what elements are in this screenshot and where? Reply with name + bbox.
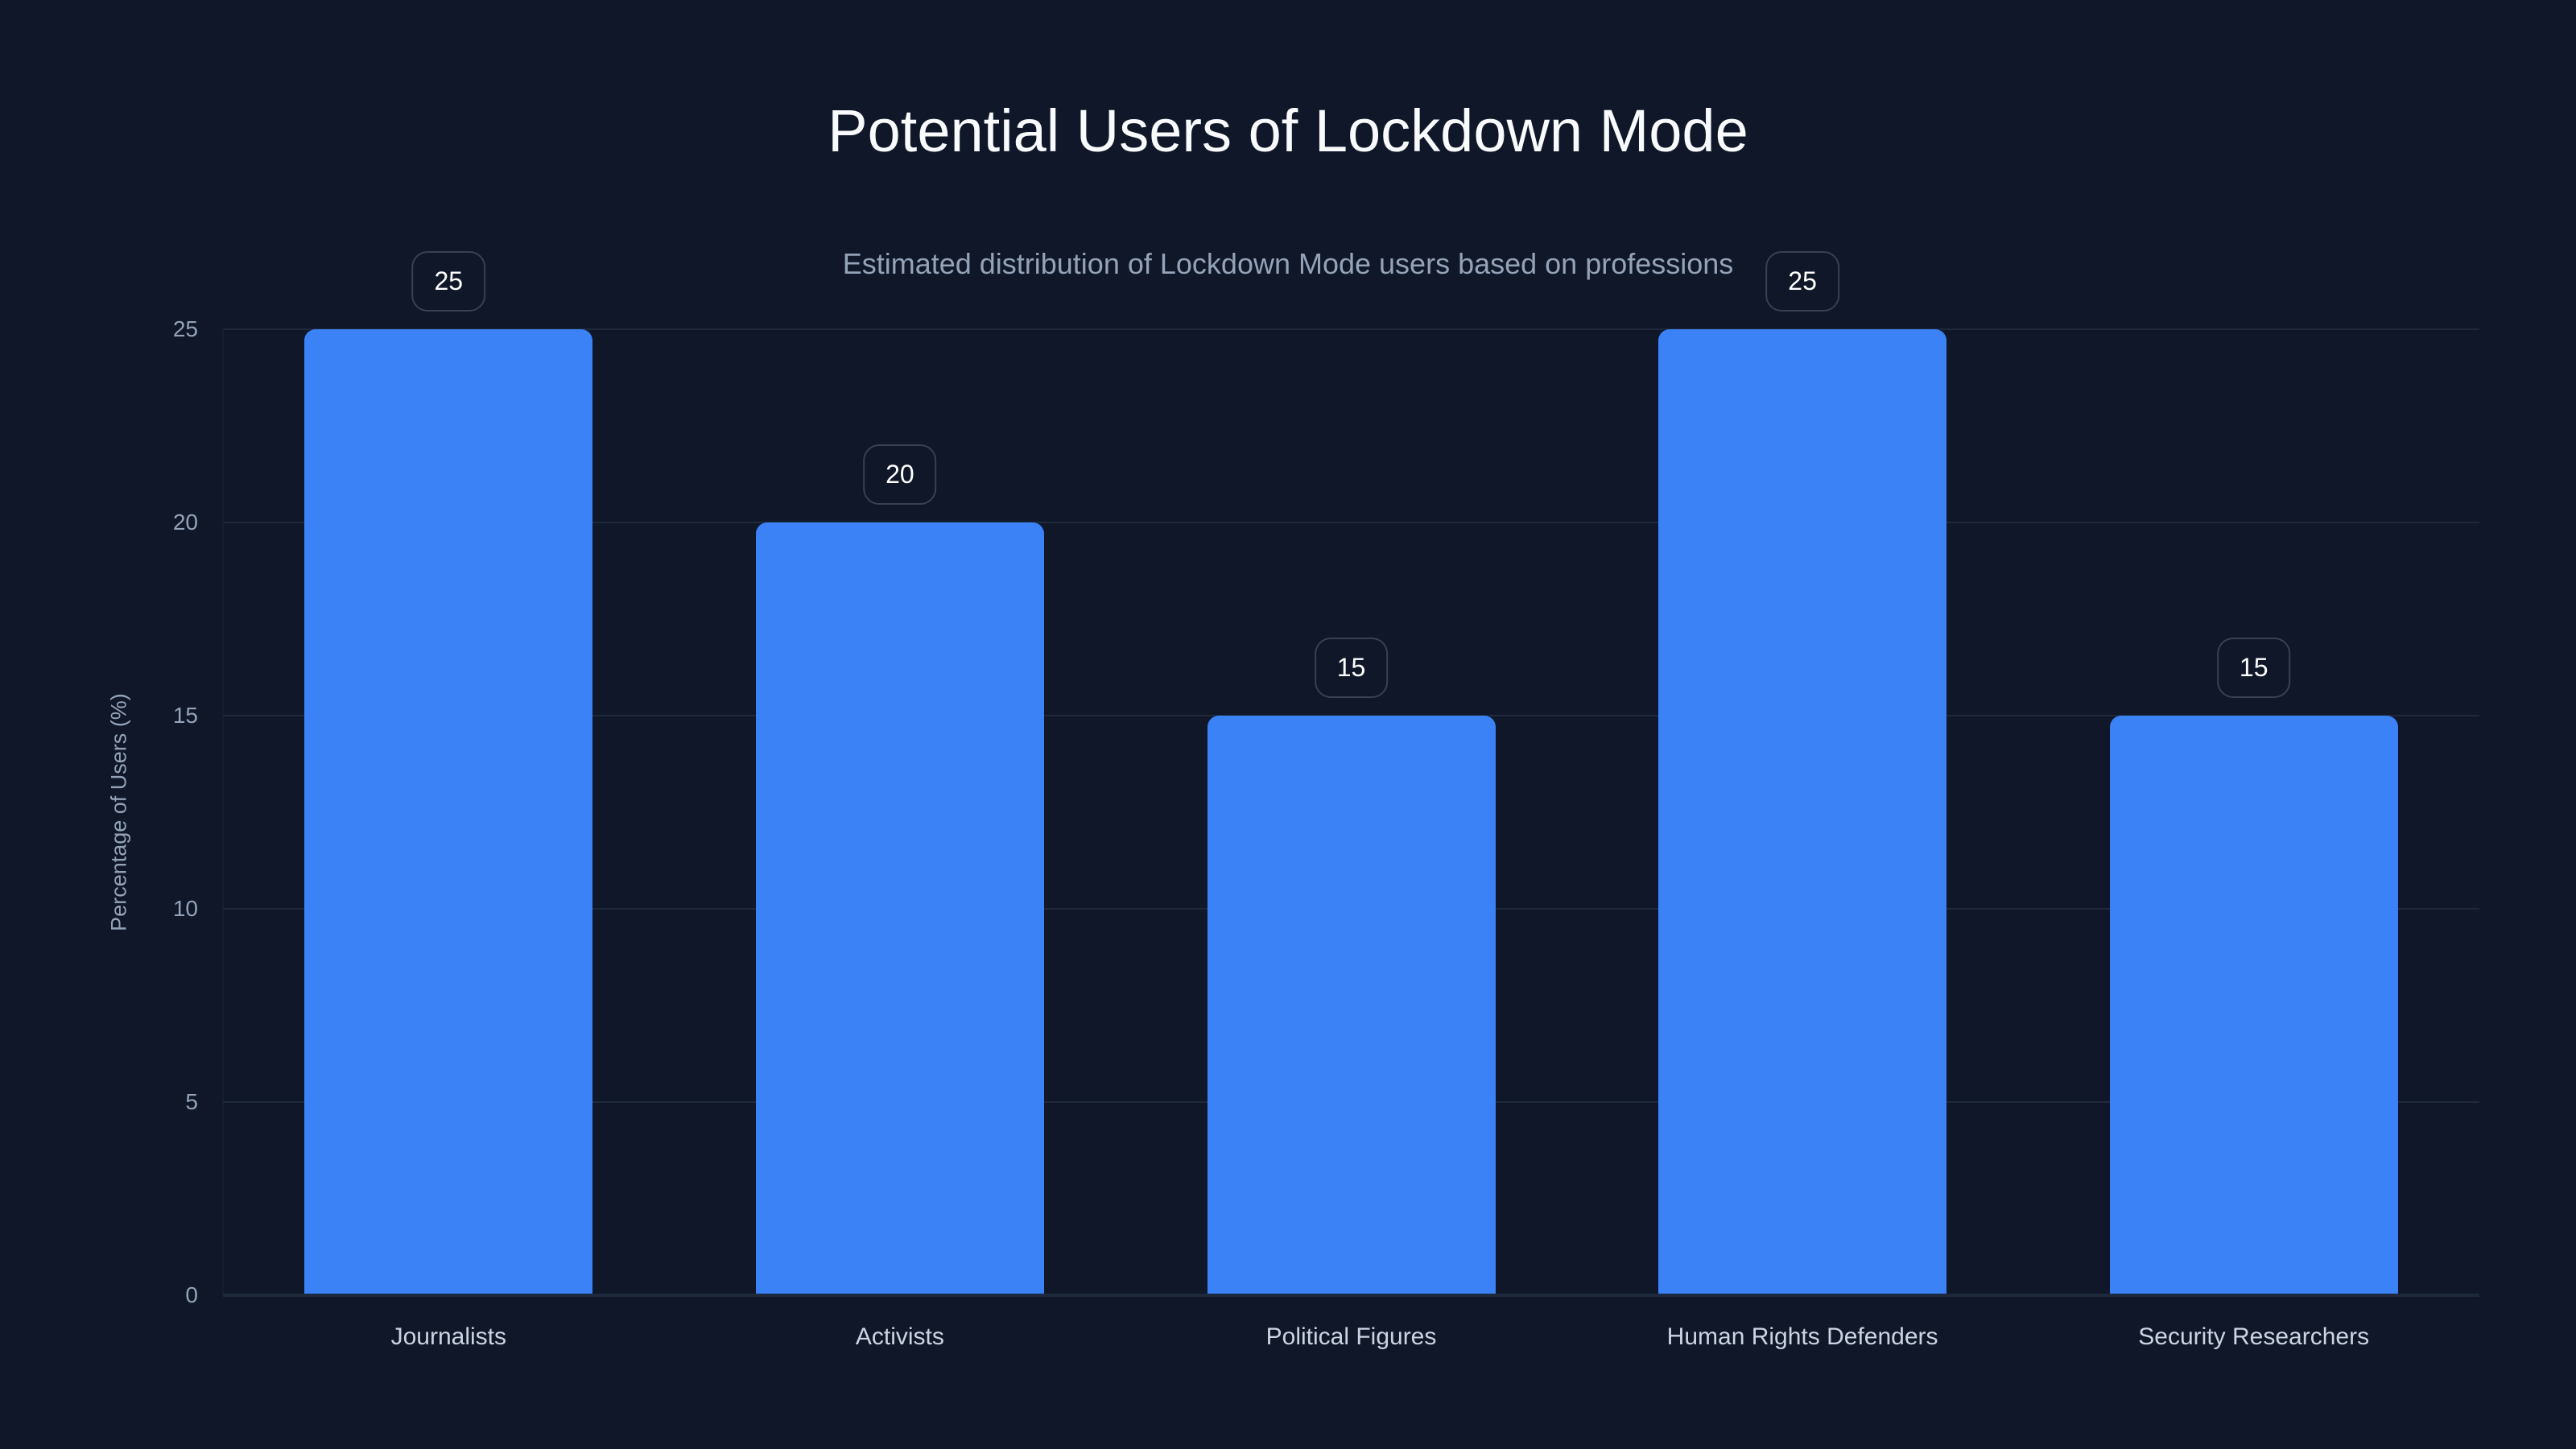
value-label: 15 <box>2216 638 2291 698</box>
x-axis-label: Human Rights Defenders <box>1666 1323 1938 1350</box>
y-tick: 0 <box>185 1282 198 1307</box>
y-tick: 20 <box>172 510 198 535</box>
y-axis-line <box>222 329 224 1295</box>
y-tick: 25 <box>172 316 198 341</box>
x-axis-baseline <box>223 1294 2479 1297</box>
plot-area: 25 20 15 25 15 <box>222 251 2479 1297</box>
bar-political-figures[interactable] <box>1207 716 1496 1295</box>
y-axis-ticks: 0 5 10 15 20 25 <box>0 316 198 1307</box>
bar-human-rights-defenders[interactable] <box>1658 329 1947 1295</box>
y-tick: 10 <box>172 896 198 921</box>
value-label: 20 <box>863 444 937 505</box>
chart-title: Potential Users of Lockdown Mode <box>828 97 1748 164</box>
bar-security-researchers[interactable] <box>2109 716 2398 1295</box>
x-axis-label: Security Researchers <box>2138 1323 2370 1350</box>
x-axis-label: Activists <box>855 1323 944 1350</box>
bar-activists[interactable] <box>755 522 1044 1295</box>
value-label: 15 <box>1314 638 1389 698</box>
x-axis-label: Political Figures <box>1265 1323 1437 1350</box>
bar-journalists[interactable] <box>304 329 593 1295</box>
y-tick: 5 <box>185 1089 198 1114</box>
value-label: 25 <box>1765 251 1839 312</box>
value-label: 25 <box>411 251 486 312</box>
x-axis-label: Journalists <box>390 1323 506 1350</box>
chart-subtitle: Estimated distribution of Lockdown Mode … <box>842 247 1734 280</box>
y-tick: 15 <box>172 703 198 728</box>
gridline <box>223 328 2479 330</box>
gridline <box>223 522 2479 523</box>
